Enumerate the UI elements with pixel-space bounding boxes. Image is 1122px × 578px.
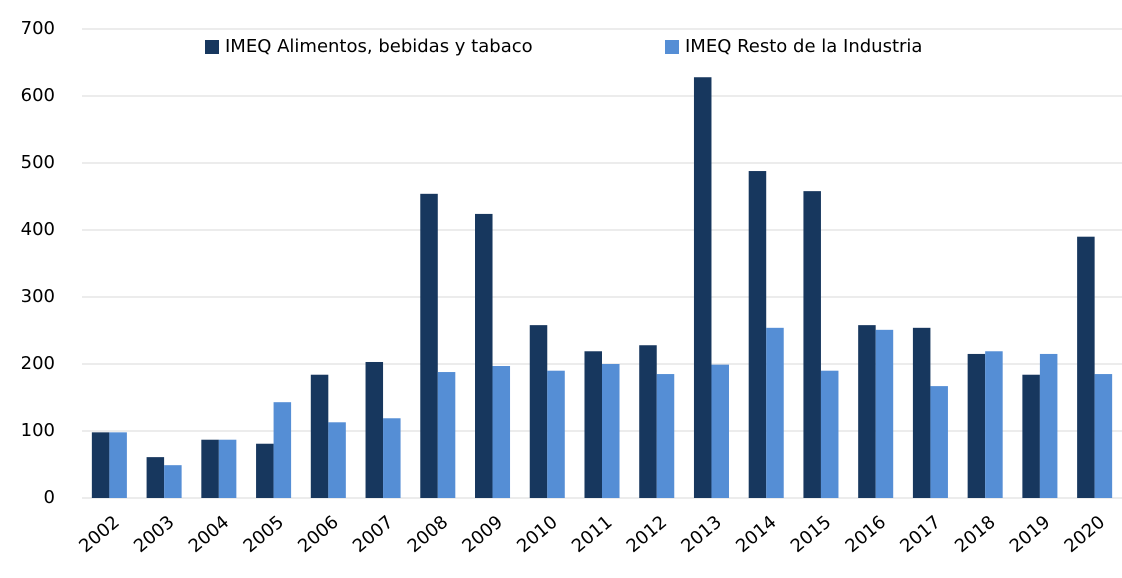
x-tick-label: 2014 xyxy=(732,512,781,558)
x-tick-label: 2016 xyxy=(842,512,891,558)
bar xyxy=(1022,374,1040,498)
bar xyxy=(858,325,876,498)
y-tick-label: 600 xyxy=(21,85,55,106)
legend-swatch xyxy=(205,40,219,54)
x-tick-label: 2005 xyxy=(239,512,288,558)
x-tick-label: 2007 xyxy=(349,512,398,558)
x-tick-label: 2015 xyxy=(787,512,836,558)
y-tick-label: 400 xyxy=(21,219,55,240)
bar xyxy=(492,366,511,498)
x-tick-label: 2017 xyxy=(896,512,945,558)
bar xyxy=(967,353,986,498)
y-tick-label: 200 xyxy=(21,353,55,374)
legend-label: IMEQ Alimentos, bebidas y tabaco xyxy=(225,36,533,57)
legend-label: IMEQ Resto de la Industria xyxy=(685,36,922,57)
y-tick-label: 100 xyxy=(21,420,55,441)
x-tick-label: 2020 xyxy=(1060,512,1109,558)
bar xyxy=(109,432,127,498)
bar xyxy=(711,364,729,498)
bar xyxy=(201,439,219,498)
x-tick-label: 2002 xyxy=(75,512,124,558)
bar xyxy=(1094,374,1113,498)
bar xyxy=(584,351,602,498)
bar xyxy=(164,465,182,498)
bar xyxy=(547,370,565,498)
x-tick-label: 2019 xyxy=(1006,512,1055,558)
x-tick-label: 2003 xyxy=(130,512,179,558)
bar xyxy=(639,345,657,498)
bar xyxy=(365,361,384,498)
bar xyxy=(693,77,712,499)
bar xyxy=(256,443,274,498)
bar xyxy=(328,422,346,498)
bar xyxy=(475,213,493,499)
bar xyxy=(273,402,292,498)
y-tick-label: 500 xyxy=(21,152,55,173)
bar xyxy=(803,191,821,498)
bar xyxy=(766,327,784,498)
bar xyxy=(218,439,237,498)
bar xyxy=(912,327,931,498)
bar xyxy=(529,325,548,498)
bar xyxy=(820,370,839,498)
bar xyxy=(383,418,401,498)
bar xyxy=(602,364,620,498)
x-tick-label: 2010 xyxy=(513,512,562,558)
bar xyxy=(748,171,767,499)
x-tick-label: 2018 xyxy=(951,512,1000,558)
y-tick-label: 300 xyxy=(21,286,55,307)
x-tick-label: 2004 xyxy=(185,512,234,558)
bar xyxy=(1039,353,1058,498)
x-tick-label: 2013 xyxy=(677,512,726,558)
legend-swatch xyxy=(665,40,679,54)
x-tick-label: 2008 xyxy=(404,512,453,558)
bar xyxy=(420,193,438,498)
bar xyxy=(310,374,329,498)
bar xyxy=(146,457,165,498)
bar xyxy=(437,372,456,498)
x-tick-label: 2012 xyxy=(623,512,672,558)
bar xyxy=(985,351,1003,498)
x-tick-label: 2006 xyxy=(294,512,343,558)
y-tick-label: 700 xyxy=(21,18,55,39)
bar xyxy=(930,386,948,498)
x-tick-label: 2011 xyxy=(568,512,617,558)
bar xyxy=(656,374,675,498)
bar xyxy=(875,329,894,498)
bar xyxy=(91,432,110,498)
y-tick-label: 0 xyxy=(44,487,55,508)
bar xyxy=(1077,236,1095,498)
x-tick-label: 2009 xyxy=(458,512,507,558)
